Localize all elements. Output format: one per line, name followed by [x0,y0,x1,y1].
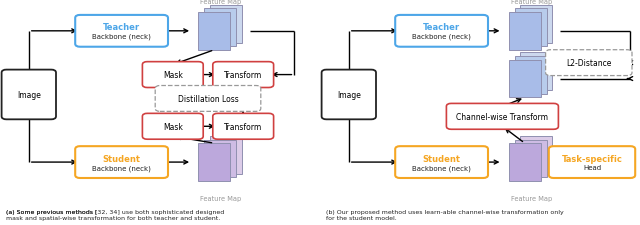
FancyBboxPatch shape [143,114,204,140]
Text: Mask: Mask [163,71,183,80]
Text: Feature Map: Feature Map [200,0,241,5]
Text: Feature Map: Feature Map [511,195,552,201]
Text: Teacher: Teacher [423,23,460,32]
Text: Backbone (neck): Backbone (neck) [92,34,151,40]
Text: Channel-wise Transform: Channel-wise Transform [456,112,548,121]
Text: Task-specific: Task-specific [561,154,623,163]
Text: Teacher: Teacher [103,23,140,32]
FancyBboxPatch shape [515,140,547,178]
FancyBboxPatch shape [322,70,376,120]
Text: Backbone (neck): Backbone (neck) [92,164,151,171]
FancyBboxPatch shape [520,136,552,174]
FancyBboxPatch shape [198,144,230,181]
FancyBboxPatch shape [509,13,541,50]
FancyBboxPatch shape [155,86,261,112]
Text: Student: Student [102,154,141,163]
FancyBboxPatch shape [212,114,274,140]
Text: Backbone (neck): Backbone (neck) [412,164,471,171]
FancyBboxPatch shape [515,9,547,47]
Text: Transform: Transform [224,71,262,80]
Text: (a) Some previous methods [: (a) Some previous methods [ [6,209,98,214]
Text: Image: Image [337,90,361,99]
FancyBboxPatch shape [396,16,488,47]
Text: Feature Map: Feature Map [200,195,241,201]
FancyBboxPatch shape [520,53,552,91]
Text: Transform: Transform [224,122,262,131]
FancyBboxPatch shape [210,6,242,43]
Text: Mask: Mask [163,122,183,131]
FancyBboxPatch shape [210,136,242,174]
FancyBboxPatch shape [1,70,56,120]
Text: Distillation Loss: Distillation Loss [178,94,238,104]
FancyBboxPatch shape [143,62,204,88]
Text: Head: Head [583,164,601,171]
Text: Feature Map: Feature Map [511,0,552,5]
FancyBboxPatch shape [520,6,552,43]
Text: (b) Our proposed method uses learn-able channel-wise transformation only
for the: (b) Our proposed method uses learn-able … [326,209,564,220]
FancyBboxPatch shape [447,104,558,130]
FancyBboxPatch shape [548,146,636,178]
Text: Image: Image [17,90,41,99]
FancyBboxPatch shape [198,13,230,50]
FancyBboxPatch shape [509,144,541,181]
FancyBboxPatch shape [545,50,632,76]
FancyBboxPatch shape [76,146,168,178]
FancyBboxPatch shape [515,57,547,94]
Text: Student: Student [422,154,461,163]
Text: L2-Distance: L2-Distance [566,59,611,68]
FancyBboxPatch shape [396,146,488,178]
FancyBboxPatch shape [76,16,168,47]
FancyBboxPatch shape [204,9,236,47]
FancyBboxPatch shape [212,62,274,88]
FancyBboxPatch shape [509,60,541,98]
Text: Backbone (neck): Backbone (neck) [412,34,471,40]
FancyBboxPatch shape [204,140,236,178]
Text: (a) Some previous methods [32, 34] use both sophisticated designed
mask and spat: (a) Some previous methods [32, 34] use b… [6,209,225,220]
